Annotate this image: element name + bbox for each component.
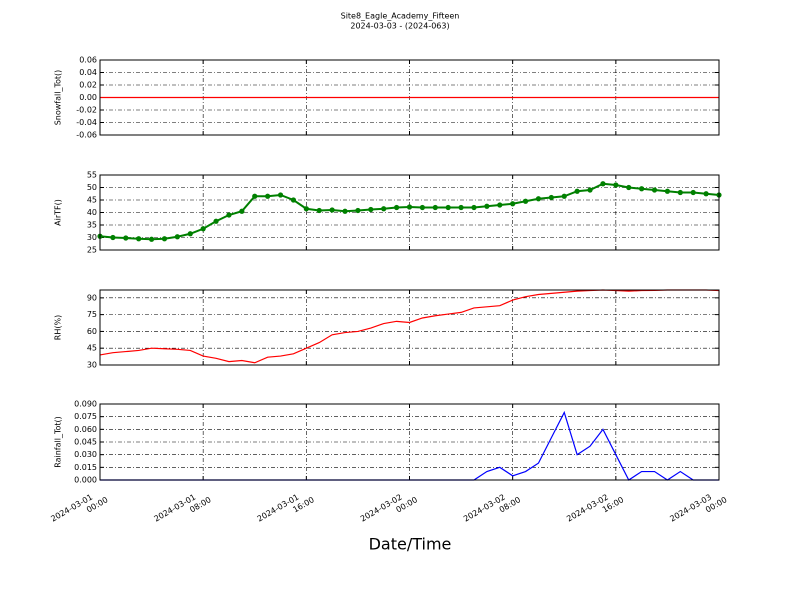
data-point xyxy=(161,236,168,242)
plot-frame xyxy=(99,59,720,136)
y-tick-label: 25 xyxy=(87,246,97,255)
data-point xyxy=(600,181,606,187)
data-point xyxy=(226,212,232,218)
plot-frame xyxy=(99,289,720,366)
data-point xyxy=(626,184,632,191)
data-point xyxy=(471,204,477,211)
y-tick-label: 90 xyxy=(87,293,97,302)
y-tick-label: 0.075 xyxy=(74,412,97,421)
y-tick-label: 0.000 xyxy=(74,476,97,485)
y-tick-label: 30 xyxy=(87,233,97,242)
data-point xyxy=(703,191,709,197)
plot-frame xyxy=(99,403,720,481)
data-point xyxy=(458,204,464,211)
data-point xyxy=(497,202,503,208)
y-tick-label: 75 xyxy=(87,310,97,319)
data-point xyxy=(522,198,529,204)
y-tick-label: 30 xyxy=(87,361,97,370)
data-point xyxy=(355,207,361,214)
y-tick-label: -0.06 xyxy=(76,131,97,140)
data-point xyxy=(316,207,322,214)
data-point xyxy=(445,204,451,211)
data-point xyxy=(587,187,593,193)
y-tick-label: 45 xyxy=(87,344,97,353)
data-point xyxy=(406,204,413,210)
y-axis-label: AirTF() xyxy=(54,199,63,226)
y-tick-label: 0.00 xyxy=(79,93,97,102)
y-tick-label: -0.04 xyxy=(76,118,97,127)
y-tick-label: -0.02 xyxy=(76,106,97,115)
y-tick-label: 50 xyxy=(87,183,97,192)
data-point xyxy=(290,197,297,203)
y-axis-label: Snowfall_Tot() xyxy=(54,70,63,126)
data-point xyxy=(239,208,245,214)
data-point xyxy=(677,189,683,196)
y-tick-label: 0.030 xyxy=(74,450,97,459)
chart-subtitle: 2024-03-03 - (2024-063) xyxy=(350,22,449,31)
y-tick-label: 0.090 xyxy=(74,400,97,409)
y-axis-label: RH(%) xyxy=(54,315,63,340)
data-point xyxy=(123,235,129,241)
y-tick-label: 0.04 xyxy=(79,68,97,77)
chart-title: Site8_Eagle_Academy_Fifteen xyxy=(341,12,460,21)
data-point xyxy=(548,194,554,201)
y-tick-label: 0.045 xyxy=(74,438,97,447)
data-line xyxy=(99,289,720,364)
plot-frame xyxy=(99,174,720,251)
data-point xyxy=(110,234,116,241)
y-tick-label: 40 xyxy=(87,208,97,217)
data-point xyxy=(303,206,309,212)
y-tick-label: 0.015 xyxy=(74,463,97,472)
data-point xyxy=(213,218,219,224)
y-tick-label: 0.02 xyxy=(79,81,97,90)
data-point xyxy=(432,204,438,211)
data-point xyxy=(174,234,180,240)
data-point xyxy=(561,193,567,199)
data-point xyxy=(664,188,671,194)
data-point xyxy=(651,187,658,193)
y-tick-label: 55 xyxy=(87,171,97,180)
y-tick-label: 60 xyxy=(87,327,97,336)
data-point xyxy=(394,204,400,211)
data-point xyxy=(381,206,387,212)
data-point xyxy=(148,236,155,242)
data-point xyxy=(419,204,425,211)
data-point xyxy=(252,193,258,199)
data-point xyxy=(639,186,645,192)
y-tick-label: 0.06 xyxy=(79,56,97,65)
data-point xyxy=(136,236,142,242)
data-point xyxy=(690,189,696,196)
data-point xyxy=(342,208,348,214)
data-point xyxy=(574,188,580,194)
data-point xyxy=(368,206,374,213)
data-point xyxy=(187,231,193,237)
data-point xyxy=(535,196,542,202)
y-axis-label: Rainfall_Tot() xyxy=(54,416,63,468)
data-point xyxy=(484,203,490,209)
data-point xyxy=(277,192,284,198)
data-point xyxy=(613,182,619,188)
data-point xyxy=(200,226,206,232)
y-tick-label: 35 xyxy=(87,221,97,230)
x-axis-label: Date/Time xyxy=(369,535,452,554)
y-tick-label: 45 xyxy=(87,196,97,205)
y-tick-label: 0.060 xyxy=(74,425,97,434)
data-point xyxy=(329,207,335,213)
data-point xyxy=(265,193,271,199)
data-point xyxy=(510,201,516,207)
